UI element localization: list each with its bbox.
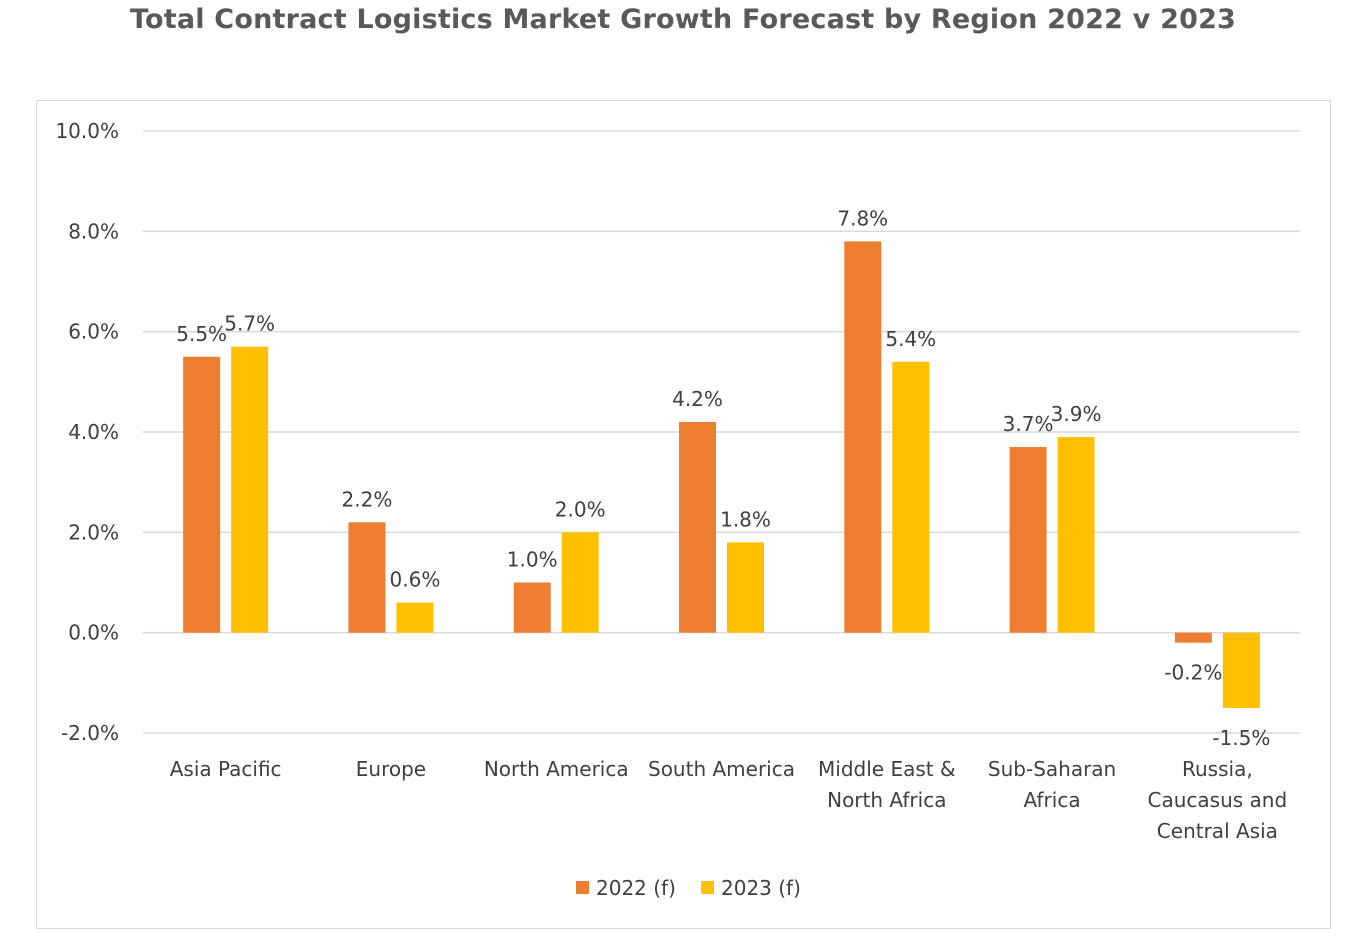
x-tick-label: Asia Pacific — [170, 757, 282, 781]
y-tick-label: 2.0% — [68, 520, 119, 544]
bar-2022 — [183, 356, 221, 633]
legend-label: 2023 (f) — [721, 876, 801, 900]
chart-frame — [36, 100, 1331, 929]
bar-2023 — [727, 542, 764, 633]
chart-title: Total Contract Logistics Market Growth F… — [129, 4, 1237, 35]
data-label: 4.2% — [672, 387, 723, 411]
bar-2022 — [1009, 447, 1047, 633]
bar-2023 — [892, 361, 930, 633]
data-label: -1.5% — [1212, 726, 1270, 750]
data-label: 5.7% — [224, 312, 275, 336]
data-label: 1.0% — [507, 548, 558, 572]
y-tick-label: 8.0% — [68, 219, 119, 243]
bar-2023 — [396, 602, 434, 633]
data-label: 7.8% — [837, 206, 888, 230]
bar-2022 — [844, 241, 882, 633]
x-tick-label: North Africa — [827, 788, 946, 812]
data-label: 2.2% — [342, 487, 393, 511]
y-tick-label: 6.0% — [68, 320, 119, 344]
data-label: 3.7% — [1003, 412, 1054, 436]
bar-2023 — [1057, 437, 1095, 633]
x-tick-label: Russia, — [1182, 757, 1253, 781]
bar-2022 — [513, 582, 551, 633]
x-tick-label: South America — [648, 757, 795, 781]
bar-2023 — [1222, 632, 1260, 708]
bar-2023 — [231, 346, 269, 633]
data-label: -0.2% — [1164, 661, 1222, 685]
data-label: 2.0% — [555, 497, 606, 521]
bar-2022 — [679, 421, 716, 633]
x-tick-label: Central Asia — [1157, 819, 1278, 843]
x-tick-label: Middle East & — [818, 757, 956, 781]
legend-label: 2022 (f) — [596, 876, 676, 900]
x-tick-label: Sub-Saharan — [988, 757, 1116, 781]
legend-swatch — [701, 881, 714, 894]
x-tick-label: North America — [484, 757, 629, 781]
data-label: 0.6% — [390, 568, 441, 592]
y-tick-label: -2.0% — [61, 721, 119, 745]
x-tick-label: Africa — [1024, 788, 1081, 812]
data-label: 5.5% — [176, 322, 227, 346]
y-tick-label: 4.0% — [68, 420, 119, 444]
x-tick-label: Europe — [356, 757, 426, 781]
bar-2023 — [561, 532, 599, 633]
bar-2022 — [1174, 632, 1212, 643]
legend-swatch — [576, 881, 589, 894]
y-tick-label: 10.0% — [55, 119, 119, 143]
data-label: 5.4% — [885, 327, 936, 351]
x-tick-label: Caucasus and — [1148, 788, 1288, 812]
y-tick-label: 0.0% — [68, 621, 119, 645]
data-label: 1.8% — [720, 507, 771, 531]
bar-2022 — [348, 522, 386, 633]
data-label: 3.9% — [1051, 402, 1102, 426]
